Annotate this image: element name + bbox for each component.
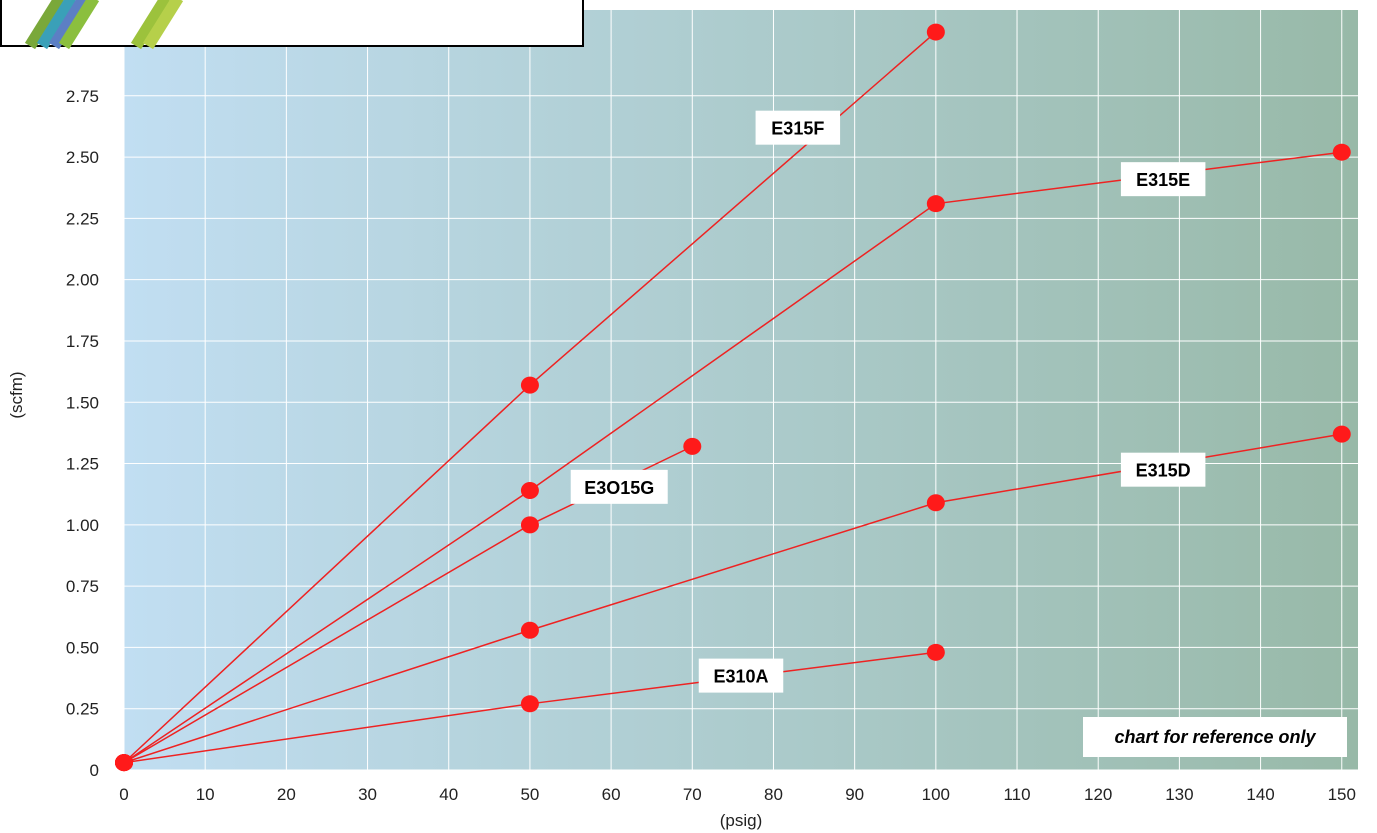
data-point (520, 482, 539, 500)
tube-segment (36, 0, 78, 50)
data-point (520, 695, 539, 713)
series-label-box (1120, 162, 1206, 197)
x-tick-label: 130 (1165, 785, 1193, 804)
x-axis-title: (psig) (720, 811, 763, 830)
x-tick-label: 10 (196, 785, 215, 804)
series-label-text: E315F (771, 119, 824, 139)
y-tick-label: 2.75 (66, 87, 99, 106)
series-label: E3O15G (570, 469, 668, 504)
series-label-box (755, 110, 841, 145)
product-image-frame (0, 0, 584, 47)
x-tick-label: 140 (1246, 785, 1274, 804)
x-tick-label: 90 (845, 785, 864, 804)
x-tick-label: 80 (764, 785, 783, 804)
series-label-box (698, 658, 784, 693)
series-label-text: E3O15G (584, 478, 654, 498)
x-tick-label: 110 (1003, 785, 1030, 804)
reference-note-box (1083, 717, 1347, 757)
series-label-box (1120, 452, 1206, 487)
tube-segment (130, 0, 172, 50)
x-tick-label: 0 (119, 785, 128, 804)
tube-segment (24, 0, 66, 50)
series-label: E315D (1120, 452, 1206, 487)
data-point (926, 643, 945, 661)
data-point (115, 754, 133, 772)
data-point (926, 23, 945, 41)
tube-segment (58, 0, 100, 50)
x-tick-label: 120 (1084, 785, 1112, 804)
series-label: E310A (698, 658, 784, 693)
plot-background (124, 10, 1358, 770)
y-tick-label: 0.25 (66, 700, 99, 719)
series-labels: E315F E315E E3O15G E315D E310A (570, 110, 1206, 693)
y-tick-label: 2.00 (66, 271, 99, 290)
y-tick-label: 2.25 (66, 209, 99, 228)
tube-segment (48, 0, 90, 50)
x-tick-label: 60 (602, 785, 621, 804)
x-tick-label: 100 (922, 785, 950, 804)
y-axis-title: (scfm) (7, 371, 26, 418)
y-tick-label: 0.50 (66, 638, 99, 657)
reference-note-text: chart for reference only (1114, 727, 1316, 747)
series-label-text: E315D (1136, 461, 1191, 481)
tubing-image (24, 0, 184, 50)
series-label: E315E (1120, 162, 1206, 197)
y-tick-label: 1.00 (66, 516, 99, 535)
data-point (520, 516, 539, 534)
series-label-text: E310A (713, 667, 768, 687)
x-tick-label: 50 (520, 785, 539, 804)
series-label: E315F (755, 110, 841, 145)
tube-segment (142, 0, 184, 50)
x-tick-label: 150 (1328, 785, 1356, 804)
y-tick-label: 1.25 (66, 455, 99, 474)
x-tick-label: 30 (358, 785, 377, 804)
series-markers (115, 23, 1351, 772)
data-point (683, 437, 702, 455)
y-tick-label: 2.50 (66, 148, 99, 167)
data-point (520, 376, 539, 394)
data-point (926, 195, 945, 213)
series-label-box (570, 469, 668, 504)
series-label-text: E315E (1136, 170, 1190, 190)
data-point (1332, 143, 1351, 161)
x-tick-label: 20 (277, 785, 296, 804)
y-tick-label: 1.50 (66, 393, 99, 412)
data-point (1332, 425, 1351, 443)
y-tick-label: 0.75 (66, 577, 99, 596)
data-point (926, 494, 945, 512)
x-tick-label: 40 (439, 785, 458, 804)
y-tick-label: 1.75 (66, 332, 99, 351)
x-tick-label: 70 (683, 785, 702, 804)
product-image-inset (0, 0, 584, 50)
reference-note: chart for reference only (1083, 717, 1347, 757)
tick-labels: 0 10 20 30 40 50 60 70 80 90 100 110 120 130 140 150 0 0.… (66, 87, 1356, 804)
data-point (520, 621, 539, 639)
y-tick-label: 0 (90, 761, 99, 780)
